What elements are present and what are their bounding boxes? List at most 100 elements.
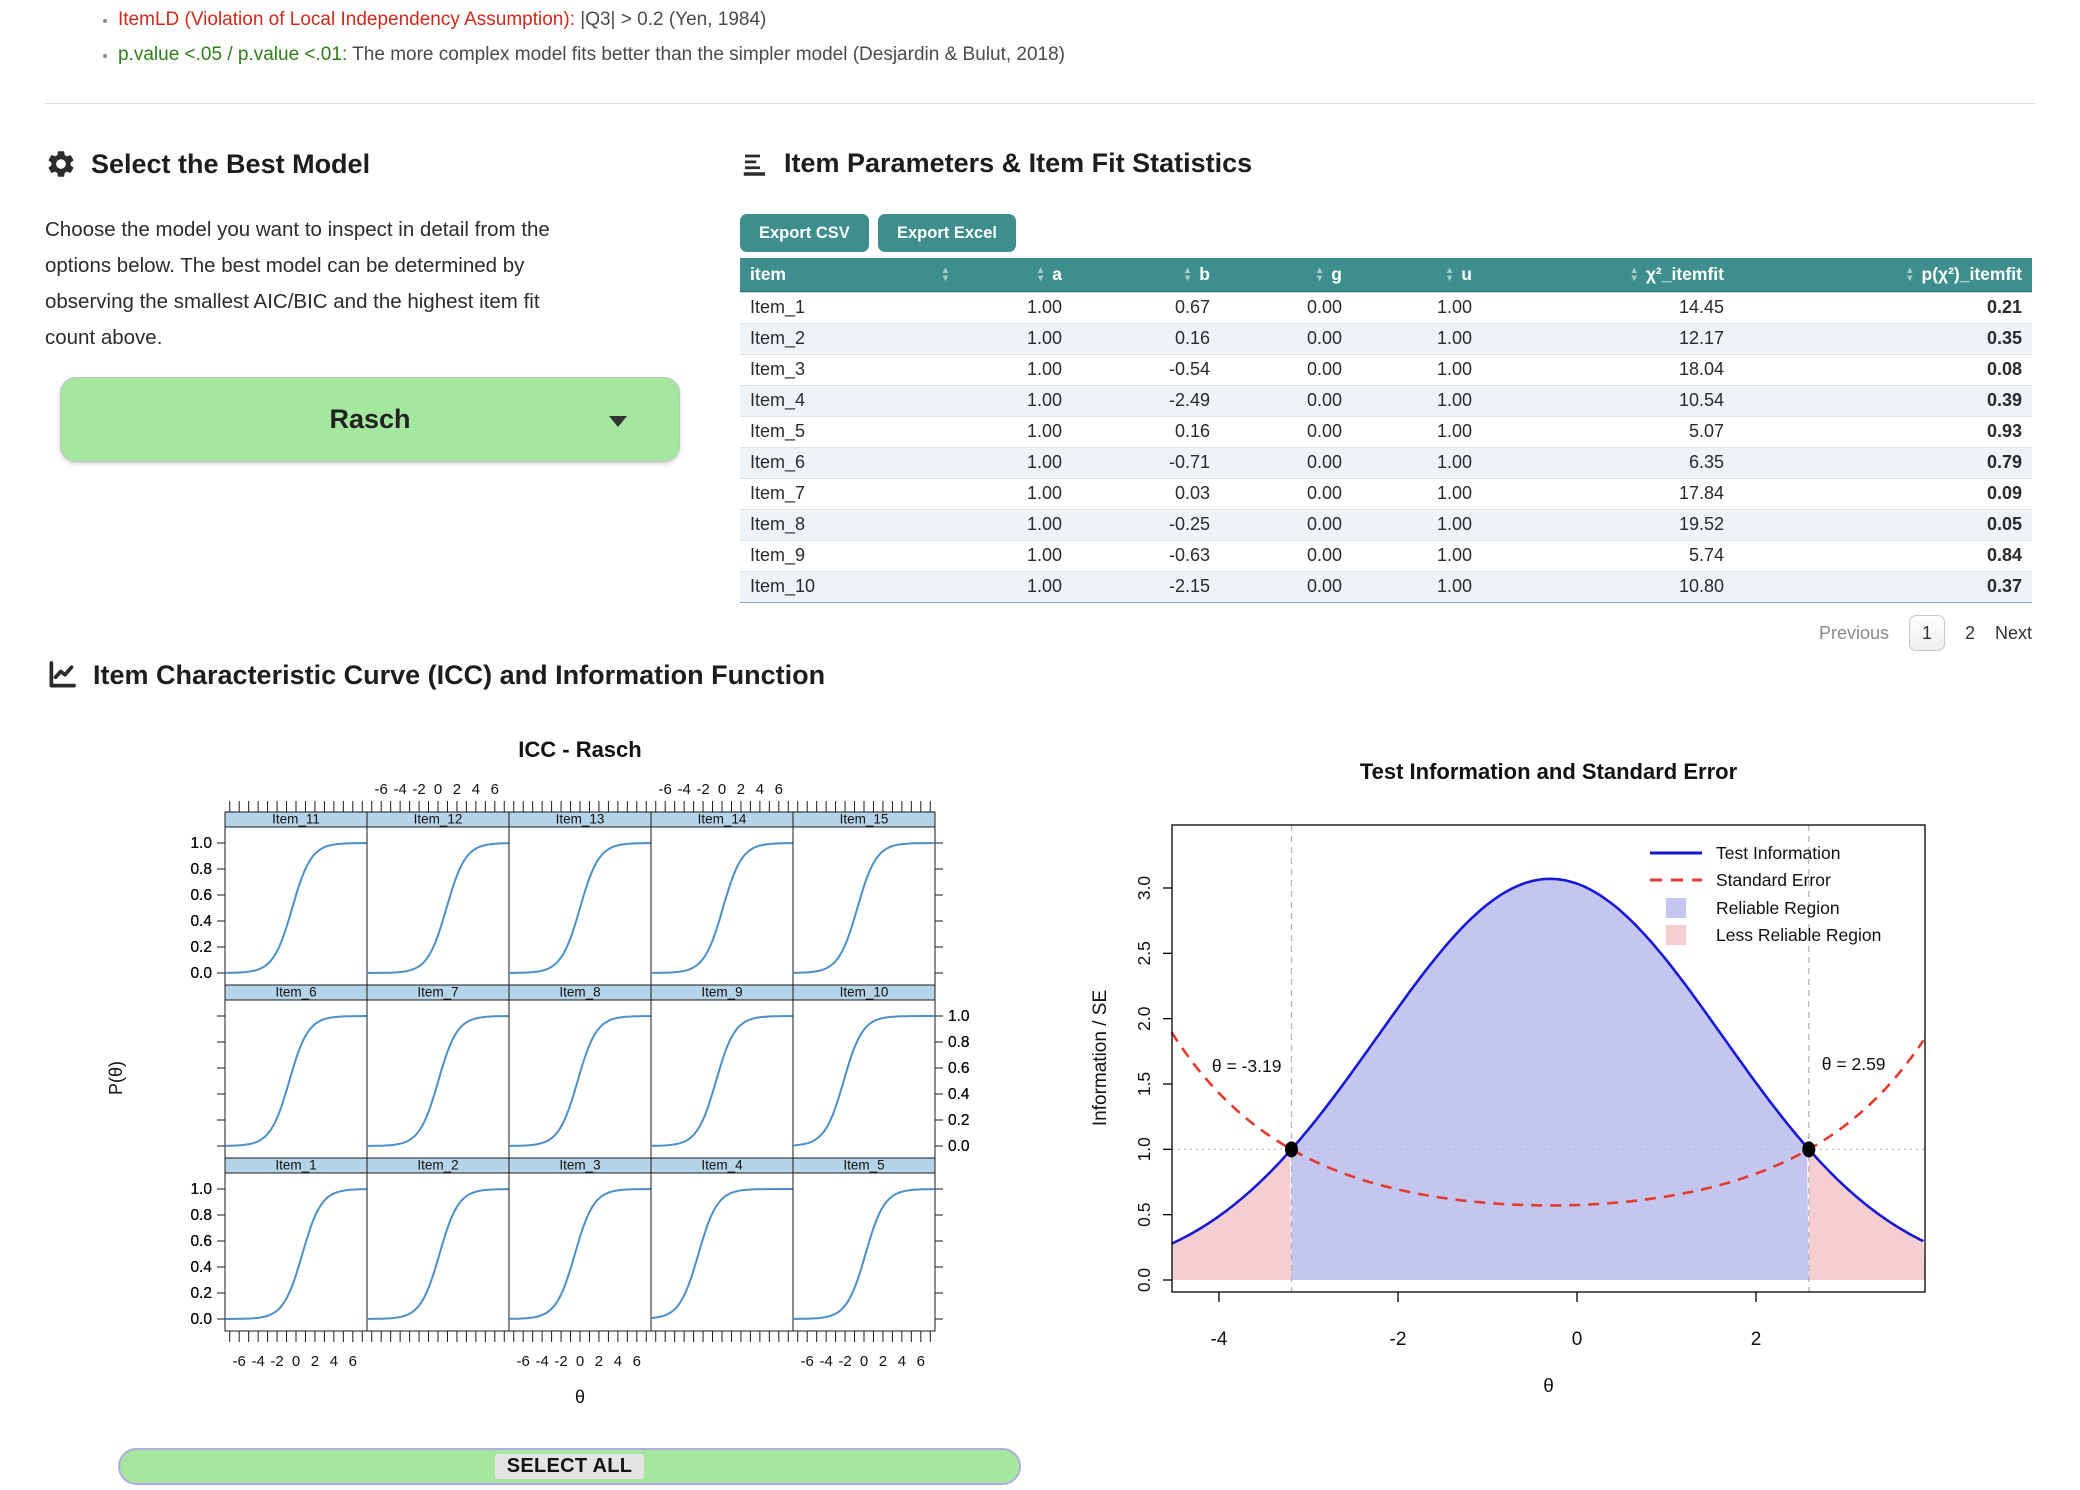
svg-text:θ = 2.59: θ = 2.59 — [1822, 1054, 1886, 1074]
note-itemld: ItemLD (Violation of Local Independency … — [118, 9, 1065, 31]
table-row[interactable]: Item_10 1.00 -2.15 0.00 1.00 10.80 0.37 — [740, 570, 2032, 603]
svg-text:0.6: 0.6 — [948, 1060, 970, 1077]
cell-value: 0.00 — [1220, 508, 1352, 540]
column-header-g[interactable]: ▲ ▼ g — [1220, 258, 1352, 293]
table-row[interactable]: Item_9 1.00 -0.63 0.00 1.00 5.74 0.84 — [740, 539, 2032, 571]
cell-item: Item_7 — [740, 477, 960, 509]
cell-value: 10.54 — [1482, 384, 1734, 416]
svg-text:2: 2 — [311, 1353, 319, 1370]
svg-text:0.8: 0.8 — [948, 1034, 970, 1051]
column-header--itemfit[interactable]: ▲ ▼ χ²_itemfit — [1482, 258, 1734, 293]
table-header-row: item ▲ ▼ ▲ ▼ a ▲ ▼ b ▲ ▼ g ▲ ▼ u ▲ ▼ χ²_itemfit ▲ ▼ p(χ²)_it… — [740, 258, 2032, 293]
pagination-previous[interactable]: Previous — [1818, 622, 1889, 643]
svg-text:-2: -2 — [696, 781, 709, 798]
svg-text:Test Information: Test Information — [1716, 843, 1841, 863]
svg-text:-2: -2 — [838, 1353, 851, 1370]
svg-text:1.0: 1.0 — [948, 1008, 970, 1025]
svg-text:0.0: 0.0 — [190, 965, 212, 982]
table-row[interactable]: Item_2 1.00 0.16 0.00 1.00 12.17 0.35 — [740, 322, 2032, 354]
cell-value: 0.08 — [1734, 353, 2032, 385]
svg-text:0.8: 0.8 — [190, 1207, 212, 1224]
svg-text:1.0: 1.0 — [190, 1181, 212, 1198]
svg-text:0.6: 0.6 — [190, 1233, 212, 1250]
export-excel-button[interactable]: Export Excel — [878, 214, 1016, 252]
svg-text:0.8: 0.8 — [948, 1034, 970, 1051]
svg-text:0.4: 0.4 — [948, 1086, 970, 1103]
svg-text:6: 6 — [917, 1353, 925, 1370]
svg-text:0.0: 0.0 — [948, 1138, 970, 1155]
svg-text:0.2: 0.2 — [948, 1112, 970, 1129]
cell-value: 0.00 — [1220, 384, 1352, 416]
svg-text:-2: -2 — [412, 781, 425, 798]
svg-text:4: 4 — [756, 781, 764, 798]
cell-value: 1.00 — [960, 415, 1072, 447]
svg-text:0.4: 0.4 — [190, 1259, 212, 1276]
cell-value: 5.07 — [1482, 415, 1734, 447]
svg-text:0.6: 0.6 — [190, 1233, 212, 1250]
cell-value: 5.74 — [1482, 539, 1734, 571]
gear-icon — [48, 151, 74, 177]
svg-text:0.0: 0.0 — [190, 965, 212, 982]
pagination-next[interactable]: Next — [1994, 622, 2032, 643]
column-header-u[interactable]: ▲ ▼ u — [1352, 258, 1482, 293]
cell-value: 1.00 — [1352, 322, 1482, 354]
svg-text:θ: θ — [575, 1387, 585, 1407]
table-row[interactable]: Item_7 1.00 0.03 0.00 1.00 17.84 0.09 — [740, 477, 2032, 509]
column-header-a[interactable]: ▲ ▼ a — [960, 258, 1072, 293]
svg-text:0.2: 0.2 — [190, 1285, 212, 1302]
pagination-page-1[interactable]: 1 — [1908, 615, 1945, 651]
cell-item: Item_8 — [740, 508, 960, 540]
svg-text:0.0: 0.0 — [948, 1138, 970, 1155]
table-row[interactable]: Item_8 1.00 -0.25 0.00 1.00 19.52 0.05 — [740, 508, 2032, 540]
cell-value: 0.00 — [1220, 291, 1352, 323]
cell-value: 1.00 — [1352, 384, 1482, 416]
cell-value: 18.04 — [1482, 353, 1734, 385]
cell-value: 1.00 — [1352, 415, 1482, 447]
column-header-item[interactable]: item ▲ ▼ — [740, 258, 960, 293]
svg-text:6: 6 — [349, 1353, 357, 1370]
table-row[interactable]: Item_4 1.00 -2.49 0.00 1.00 10.54 0.39 — [740, 384, 2032, 416]
svg-text:-4: -4 — [677, 781, 690, 798]
svg-text:1.0: 1.0 — [948, 1008, 970, 1025]
model-select-heading: Select the Best Model — [45, 148, 370, 180]
svg-text:0.0: 0.0 — [190, 1311, 212, 1328]
pagination-page-2[interactable]: 2 — [1964, 622, 1975, 643]
column-header-p-itemfit[interactable]: ▲ ▼ p(χ²)_itemfit — [1734, 258, 2032, 293]
cell-value: 0.00 — [1220, 477, 1352, 509]
svg-text:0.2: 0.2 — [190, 939, 212, 956]
svg-text:ICC - Rasch: ICC - Rasch — [518, 737, 641, 762]
export-csv-button[interactable]: Export CSV — [740, 214, 869, 252]
svg-text:0.0: 0.0 — [190, 1311, 212, 1328]
column-header-b[interactable]: ▲ ▼ b — [1072, 258, 1220, 293]
svg-text:2.5: 2.5 — [1134, 941, 1154, 965]
svg-text:0.6: 0.6 — [948, 1060, 970, 1077]
cell-value: 17.84 — [1482, 477, 1734, 509]
model-dropdown[interactable]: Rasch — [60, 377, 680, 462]
cell-value: 0.00 — [1220, 415, 1352, 447]
select-all-button[interactable]: SELECT ALL — [118, 1448, 1021, 1485]
svg-text:0.6: 0.6 — [190, 887, 212, 904]
svg-text:1.0: 1.0 — [948, 1008, 970, 1025]
svg-text:0.2: 0.2 — [190, 1285, 212, 1302]
table-row[interactable]: Item_3 1.00 -0.54 0.00 1.00 18.04 0.08 — [740, 353, 2032, 385]
table-row[interactable]: Item_1 1.00 0.67 0.00 1.00 14.45 0.21 — [740, 291, 2032, 323]
cell-value: 12.17 — [1482, 322, 1734, 354]
svg-text:0.2: 0.2 — [190, 939, 212, 956]
svg-text:0.6: 0.6 — [190, 887, 212, 904]
svg-text:0.4: 0.4 — [190, 1259, 212, 1276]
note-pvalue: p.value <.05 / p.value <.01: The more co… — [118, 44, 1065, 66]
cell-value: 1.00 — [960, 508, 1072, 540]
note-pvalue-label: p.value <.05 / p.value <.01: — [118, 44, 348, 65]
svg-text:Item_7: Item_7 — [417, 985, 458, 1000]
svg-text:0.8: 0.8 — [190, 1207, 212, 1224]
sort-arrows-icon: ▲ ▼ — [1182, 264, 1193, 284]
cell-value: 1.00 — [960, 570, 1072, 603]
cell-value: 0.00 — [1220, 353, 1352, 385]
divider — [45, 103, 2035, 104]
svg-text:0.6: 0.6 — [190, 887, 212, 904]
svg-text:0.4: 0.4 — [948, 1086, 970, 1103]
cell-value: 0.37 — [1734, 570, 2032, 603]
table-row[interactable]: Item_6 1.00 -0.71 0.00 1.00 6.35 0.79 — [740, 446, 2032, 478]
table-row[interactable]: Item_5 1.00 0.16 0.00 1.00 5.07 0.93 — [740, 415, 2032, 447]
